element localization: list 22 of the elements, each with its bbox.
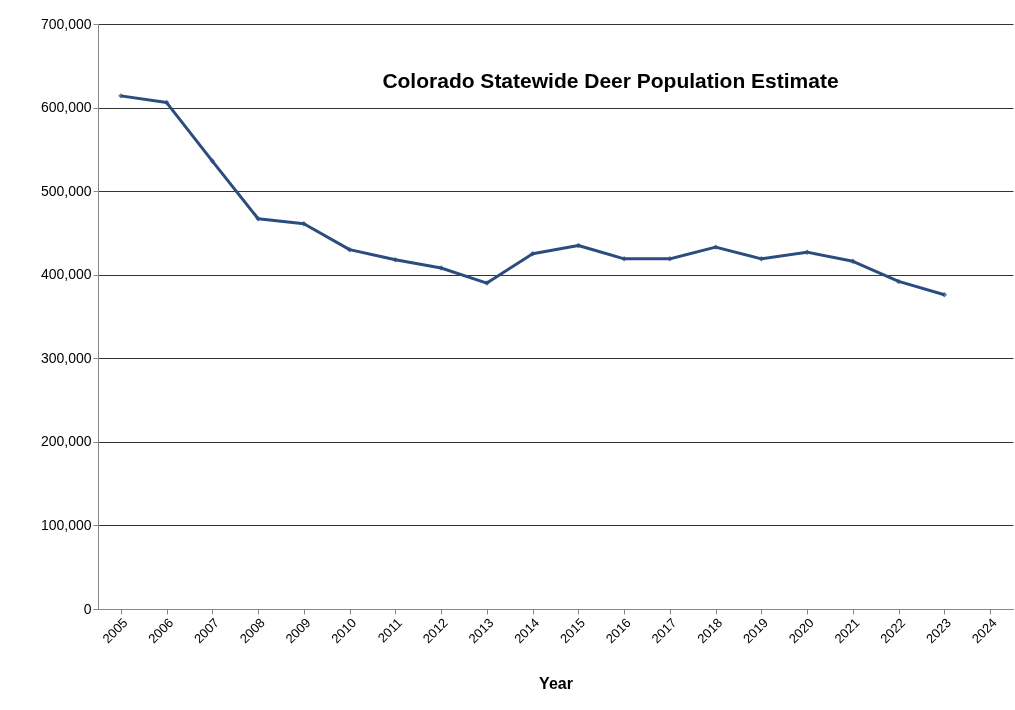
point [941, 292, 948, 298]
point [255, 215, 261, 222]
y-tick-label: 700,000 [40, 15, 92, 32]
point [392, 256, 399, 263]
x-axis-title: Year [539, 675, 573, 693]
point [118, 93, 124, 99]
y-tick-label: 500,000 [40, 182, 92, 199]
y-tick-label: 400,000 [40, 266, 92, 283]
y-tick-label: 200,000 [40, 433, 92, 450]
text: Colorado Statewide Deer Population Estimate [382, 69, 839, 92]
y-tick-label: 300,000 [40, 349, 92, 366]
point [667, 256, 673, 262]
point [346, 246, 353, 253]
y-tick-label: 100,000 [40, 516, 92, 533]
point [301, 221, 307, 227]
y-tick-label: 0 [83, 600, 92, 617]
point [621, 256, 627, 262]
point [712, 244, 719, 250]
point [209, 158, 216, 164]
y-tick-label: 600,000 [40, 99, 92, 116]
point [804, 249, 810, 255]
point [850, 258, 856, 265]
